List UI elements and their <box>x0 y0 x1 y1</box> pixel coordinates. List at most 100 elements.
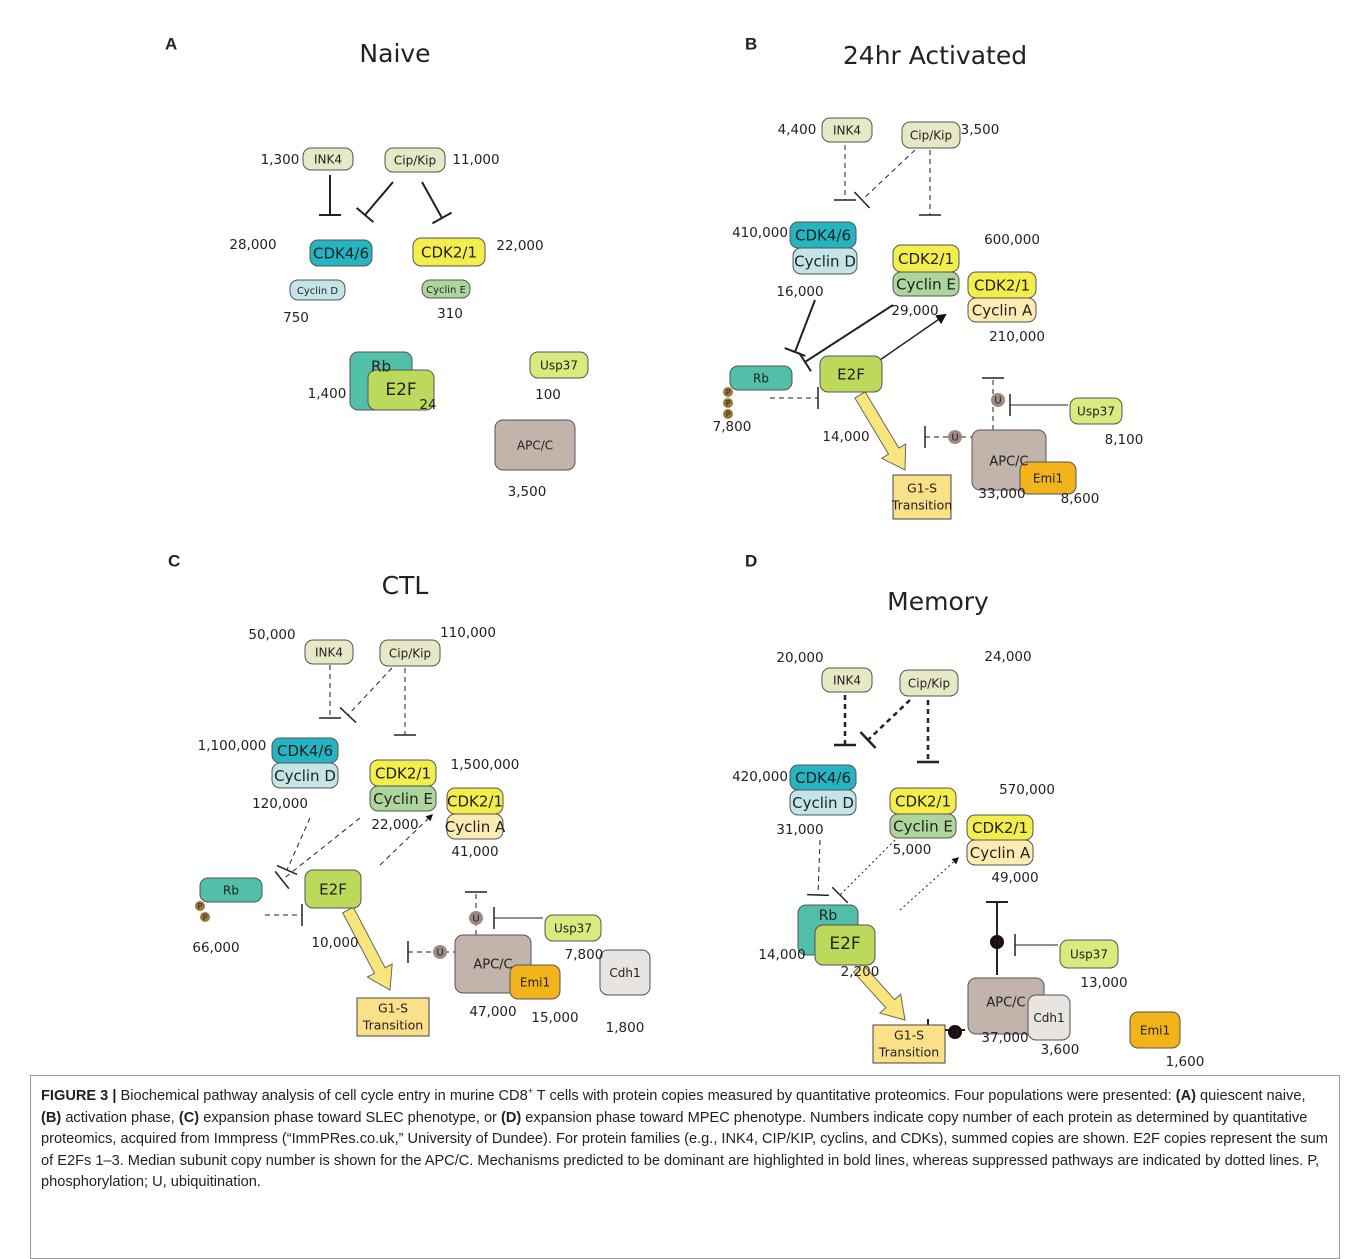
copy-number: 570,000 <box>999 782 1055 798</box>
page: A Naive INK4 Cip/Kip CDK4/6 Cyclin D CDK2/1 Cyc… <box>0 0 1355 1259</box>
copy-number: 3,500 <box>961 122 1000 138</box>
copy-number: 47,000 <box>469 1004 516 1020</box>
ubiquitin-label: U <box>951 1028 958 1039</box>
protein-label: CDK4/6 <box>795 769 851 787</box>
caption-text: expansion phase toward SLEC phenotype, o… <box>199 1110 501 1126</box>
protein-label: Cyclin E <box>373 790 433 808</box>
copy-number: 33,000 <box>978 486 1025 502</box>
protein-label: Rb <box>753 372 769 386</box>
ubiquitin-label: U <box>472 914 479 925</box>
ubiquitin-label: U <box>951 433 958 444</box>
caption-panel-ref: (B) <box>41 1110 61 1126</box>
copy-number: 7,800 <box>713 419 752 435</box>
protein-label: INK4 <box>833 124 861 138</box>
figure: A Naive INK4 Cip/Kip CDK4/6 Cyclin D CDK2/1 Cyc… <box>0 0 1355 1075</box>
panel-letter: D <box>745 551 757 570</box>
copy-number: 11,000 <box>452 152 499 168</box>
interaction-line <box>900 858 958 910</box>
caption-text: Biochemical pathway analysis of cell cyc… <box>116 1088 527 1104</box>
inhibition-bar <box>275 871 289 888</box>
protein-label: E2F <box>837 366 865 384</box>
protein-label: Cyclin A <box>970 844 1031 862</box>
protein-label: CDK4/6 <box>277 742 333 760</box>
protein-label: Usp37 <box>554 922 592 936</box>
copy-number: 8,100 <box>1105 432 1144 448</box>
copy-number: 41,000 <box>451 844 498 860</box>
transition-label: G1-S <box>894 1028 924 1043</box>
copy-number: 15,000 <box>531 1010 578 1026</box>
phospho-label: P <box>203 913 208 922</box>
caption-text: activation phase, <box>61 1110 179 1126</box>
inhibition-bar <box>340 707 356 722</box>
protein-label: APC/C <box>986 996 1025 1011</box>
protein-label: INK4 <box>315 646 343 660</box>
phospho-label: P <box>198 902 203 911</box>
protein-label: CDK2/1 <box>895 793 951 811</box>
interaction-line <box>868 700 910 740</box>
protein-label: CDK4/6 <box>313 245 369 263</box>
copy-number: 66,000 <box>192 940 239 956</box>
copy-number: 5,000 <box>893 842 932 858</box>
protein-label: Rb <box>819 908 838 924</box>
transition-label: G1-S <box>907 481 937 496</box>
protein-label: E2F <box>385 380 416 400</box>
transition-label: G1-S <box>378 1001 408 1016</box>
protein-label: Cyclin A <box>972 302 1033 320</box>
copy-number: 37,000 <box>981 1030 1028 1046</box>
copy-number: 420,000 <box>732 769 788 785</box>
copy-number: 120,000 <box>252 796 308 812</box>
copy-number: 410,000 <box>732 225 788 241</box>
interaction-line <box>795 300 815 352</box>
inhibition-bar <box>432 213 451 224</box>
panel-title: Naive <box>359 39 430 68</box>
copy-number: 28,000 <box>229 237 276 253</box>
copy-number: 600,000 <box>984 232 1040 248</box>
protein-label: Cdh1 <box>1033 1011 1064 1025</box>
copy-number: 22,000 <box>496 238 543 254</box>
protein-label: Cyclin D <box>274 767 336 785</box>
copy-number: 100 <box>535 387 561 403</box>
copy-number: 3,600 <box>1041 1042 1080 1058</box>
copy-number: 14,000 <box>822 429 869 445</box>
protein-label: Cyclin D <box>297 286 338 297</box>
panel-letter: A <box>165 34 177 53</box>
copy-number: 1,500,000 <box>451 757 520 773</box>
interaction-line <box>818 840 820 895</box>
interaction-line <box>287 818 310 870</box>
protein-label: Cyclin E <box>896 276 956 294</box>
phospho-label: P <box>726 399 731 408</box>
protein-label: CDK2/1 <box>421 244 477 262</box>
caption-text: T cells with protein copies measured by … <box>533 1088 1176 1104</box>
inhibition-bar <box>860 732 875 748</box>
copy-number: 1,600 <box>1166 1054 1205 1070</box>
protein-label: E2F <box>829 934 860 954</box>
protein-label: Rb <box>371 358 391 376</box>
caption-panel-ref: (A) <box>1176 1088 1196 1104</box>
ubiquitin-label: U <box>994 396 1001 407</box>
copy-number: 750 <box>283 310 309 326</box>
panel-title: 24hr Activated <box>843 41 1027 70</box>
caption-panel-ref: (C) <box>179 1110 199 1126</box>
caption-panel-ref: (D) <box>501 1110 521 1126</box>
copy-number: 24 <box>419 397 436 413</box>
inhibition-bar <box>357 208 374 222</box>
figure-caption: FIGURE 3 | Biochemical pathway analysis … <box>30 1075 1340 1259</box>
protein-label: Cyclin D <box>792 794 854 812</box>
copy-number: 1,800 <box>606 1020 645 1036</box>
copy-number: 10,000 <box>311 935 358 951</box>
protein-label: Usp37 <box>1077 405 1115 419</box>
copy-number: 1,100,000 <box>198 738 267 754</box>
transition-label: Transition <box>891 498 952 513</box>
protein-label: Cyclin A <box>445 818 506 836</box>
protein-label: Emi1 <box>1140 1024 1170 1038</box>
protein-label: Cdh1 <box>609 966 640 980</box>
interaction-line <box>880 315 945 360</box>
panel-letter: B <box>745 34 757 53</box>
interaction-line <box>348 668 392 715</box>
protein-label: Cip/Kip <box>908 677 950 691</box>
copy-number: 3,500 <box>508 484 547 500</box>
copy-number: 110,000 <box>440 625 496 641</box>
protein-label: Usp37 <box>540 359 578 373</box>
protein-label: Cyclin E <box>426 285 466 296</box>
protein-label: Cip/Kip <box>394 154 436 168</box>
